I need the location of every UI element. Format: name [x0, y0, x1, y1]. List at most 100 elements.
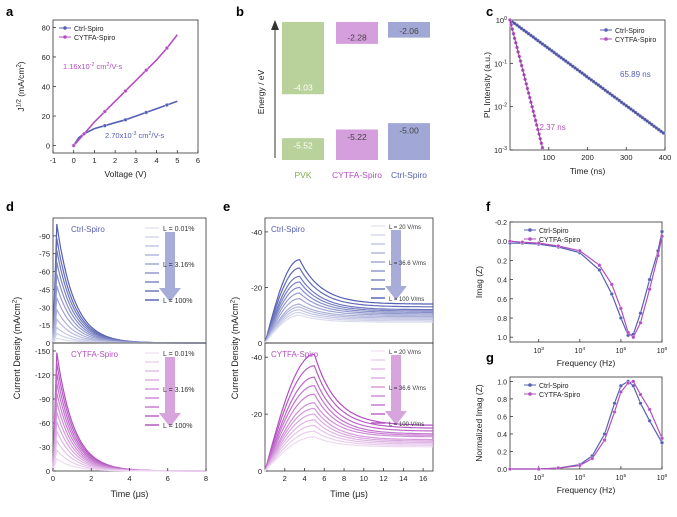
data-point — [631, 379, 636, 384]
data-point — [164, 103, 169, 107]
legend-label: Ctrl-Spiro — [615, 28, 645, 35]
transient-curve — [264, 306, 433, 344]
data-point — [618, 306, 623, 311]
legend-label: L = 100% — [163, 423, 193, 430]
transient-curve — [264, 430, 433, 472]
y-axis-label: PL Intensity (a.u.) — [482, 52, 492, 118]
y-tick-label: -0.2 — [495, 220, 507, 227]
x-tick-label: -1 — [50, 156, 57, 165]
panel-label-f: f — [486, 199, 491, 214]
x-tick-label: 3 — [134, 156, 138, 165]
data-point — [660, 436, 664, 441]
transient-curve — [264, 376, 433, 472]
y-tick-label: 0.2 — [497, 258, 507, 265]
x-tick-label: 105 — [616, 473, 627, 482]
y-tick-label: 1.0 — [497, 335, 507, 342]
data-point — [597, 263, 602, 268]
y-tick-label: 0 — [46, 467, 50, 476]
y-tick-label: -75 — [39, 250, 50, 259]
data-point — [508, 239, 512, 244]
transient-curve — [264, 419, 434, 472]
x-tick-label: 105 — [616, 346, 627, 355]
transient-curve — [264, 292, 433, 344]
legend-marker — [63, 35, 67, 39]
legend-label: Ctrl-Spiro — [74, 26, 104, 33]
y-axis-label: Imag (Z) — [474, 266, 484, 298]
data-point — [556, 466, 561, 471]
x-tick-label: 14 — [399, 474, 407, 483]
data-point — [520, 240, 525, 245]
transient-curve — [264, 309, 433, 344]
panel-label-c: c — [486, 4, 493, 19]
level-value-upper: -2.28 — [347, 32, 367, 42]
subplot-title: Ctrl-Spiro — [71, 225, 105, 234]
data-point — [102, 123, 107, 128]
panel-label-b: b — [236, 4, 244, 19]
transient-curve — [264, 436, 433, 472]
y-tick-label: 0.4 — [497, 278, 507, 285]
x-tick-label: 8 — [342, 474, 346, 483]
x-axis-label: Voltage (V) — [104, 169, 146, 179]
data-point — [660, 234, 664, 239]
data-point — [647, 418, 652, 423]
data-point — [144, 68, 149, 73]
y-tick-label: -15 — [39, 321, 50, 330]
y-tick-label: 0.2 — [497, 449, 507, 456]
level-value-lower: -5.00 — [399, 126, 419, 136]
fit-line-Ctrl-Spiro — [509, 19, 664, 134]
legend-label: CYTFA-Spiro — [615, 37, 656, 44]
data-point — [647, 277, 652, 282]
x-tick-label: 6 — [322, 474, 326, 483]
y-tick-label: -30 — [39, 443, 50, 452]
data-point — [590, 456, 595, 461]
x-tick-label: 16 — [419, 474, 427, 483]
legend-label: Ctrl-Spiro — [539, 383, 569, 390]
x-tick-label: 2 — [283, 474, 287, 483]
level-value-upper: -4.03 — [293, 83, 313, 93]
x-axis-label: Time (μs) — [330, 489, 368, 499]
level-value-lower: -5.22 — [347, 132, 367, 142]
legend-marker — [528, 237, 532, 241]
legend-label: L = 3.16% — [163, 262, 194, 269]
data-point — [631, 335, 636, 340]
x-tick-label: 104 — [575, 473, 586, 482]
y-tick-label: 100 — [496, 16, 507, 25]
data-point — [123, 117, 128, 122]
y-tick-label: -120 — [35, 371, 50, 380]
data-point — [638, 392, 643, 397]
band-conduction-PVK — [282, 22, 324, 95]
data-point — [638, 401, 643, 406]
annotation-cytfa-mobility: 1.16x10-2 cm2/V-s — [63, 62, 123, 71]
y-axis-label: Energy / eV — [256, 69, 266, 114]
y-tick-label: 0 — [46, 339, 50, 348]
legend-marker — [604, 37, 608, 41]
transient-curve — [264, 267, 433, 344]
y-tick-label: 80 — [42, 23, 50, 32]
y-tick-label: 40 — [42, 83, 50, 92]
plot-frame-g — [509, 376, 663, 470]
transient-curve — [264, 281, 433, 344]
band-conduction-CYTFA-Spiro — [336, 22, 378, 45]
x-axis-label: Time (μs) — [111, 489, 149, 499]
level-value-lower: -5.52 — [293, 141, 313, 151]
scan-rate-arrow — [385, 355, 407, 425]
data-point — [647, 287, 652, 292]
x-tick-label: 6 — [196, 156, 200, 165]
x-tick-label: 300 — [620, 153, 633, 162]
y-tick-label: -20 — [251, 283, 262, 292]
transient-curve — [264, 314, 434, 344]
x-tick-label: 6 — [166, 474, 170, 483]
legend-label: L = 0.01% — [163, 226, 194, 233]
legend-label: L = 0.01% — [163, 351, 194, 358]
band-valence-Ctrl-Spiro — [388, 122, 430, 160]
data-point — [656, 253, 660, 258]
data-point — [144, 110, 149, 115]
transient-curve — [52, 223, 206, 344]
y-axis-label: J1/2 (mA/cm2) — [16, 61, 26, 111]
data-point — [556, 244, 561, 248]
transient-curve — [264, 303, 433, 344]
intensity-arrow — [159, 357, 181, 427]
legend-marker — [528, 228, 532, 232]
x-tick-label: 4 — [154, 156, 158, 165]
legend-label: L = 20 V/ms — [389, 350, 421, 356]
